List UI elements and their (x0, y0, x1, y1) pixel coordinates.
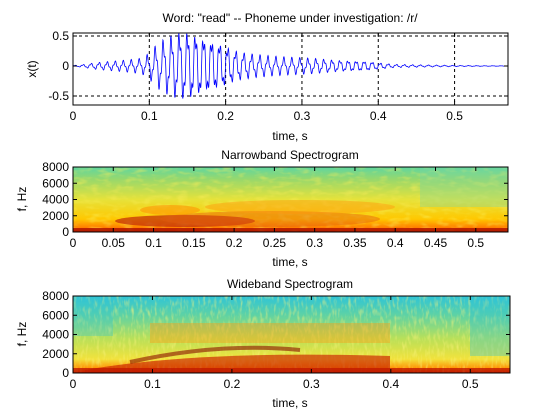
x-tick-label: 0.2 (217, 109, 234, 123)
x-tick-label: 0.2 (224, 377, 241, 391)
wideband-image (73, 296, 510, 373)
x-tick-label: 0.5 (446, 109, 463, 123)
narrowband-xlabel: time, s (272, 255, 307, 269)
wideband-panel: Wideband Spectrogram 0 0.1 0.2 0.3 0.4 0.5 0 2… (15, 277, 511, 410)
x-tick-label: 0.05 (102, 236, 126, 250)
narrowband-panel: Narrowband Spectrogram 0 0.05 0.1 0.15 0.2 0.… (15, 148, 509, 269)
x-tick-label: 0.4 (370, 109, 387, 123)
x-tick-label: 0.5 (467, 236, 484, 250)
y-tick-label: 6000 (42, 176, 69, 190)
waveform-title: Word: "read" -- Phoneme under investigat… (162, 11, 418, 25)
x-tick-label: 0 (70, 377, 77, 391)
narrowband-image (73, 167, 508, 232)
narrowband-ylabel: f, Hz (15, 187, 29, 212)
wideband-y-ticks: 0 2000 4000 6000 8000 (42, 289, 510, 380)
narrowband-y-ticks: 0 2000 4000 6000 8000 (42, 160, 508, 239)
y-tick-label: 0 (62, 59, 69, 73)
waveform-markers (73, 33, 508, 105)
x-tick-label: 0.3 (303, 377, 320, 391)
waveform-xlabel: time, s (272, 129, 307, 143)
x-tick-label: 0.15 (182, 236, 206, 250)
y-tick-label: -0.5 (48, 89, 69, 103)
waveform-line (73, 33, 508, 99)
x-tick-label: 0.45 (424, 236, 448, 250)
x-tick-label: 0.2 (226, 236, 243, 250)
y-tick-label: 6000 (42, 308, 69, 322)
y-tick-label: 2000 (42, 209, 69, 223)
y-tick-label: 4000 (42, 193, 69, 207)
wideband-xlabel: time, s (272, 396, 307, 410)
x-tick-label: 0.5 (462, 377, 479, 391)
waveform-y-ticks: 0.5 0 -0.5 (48, 29, 508, 103)
x-tick-label: 0 (70, 109, 77, 123)
x-tick-label: 0 (70, 236, 77, 250)
x-tick-label: 0.25 (263, 236, 287, 250)
y-tick-label: 8000 (42, 160, 69, 174)
y-tick-label: 0 (62, 225, 69, 239)
waveform-ylabel: x(t) (25, 60, 39, 77)
waveform-panel: Word: "read" -- Phoneme under investigat… (25, 11, 509, 143)
narrowband-x-ticks: 0 0.05 0.1 0.15 0.2 0.25 0.3 0.35 0.4 0.45 0.5 (70, 167, 484, 250)
wideband-title: Wideband Spectrogram (227, 277, 353, 291)
y-tick-label: 0 (62, 366, 69, 380)
narrowband-title: Narrowband Spectrogram (221, 148, 358, 162)
wideband-ylabel: f, Hz (15, 322, 29, 347)
x-tick-label: 0.4 (382, 377, 399, 391)
y-tick-label: 0.5 (52, 29, 69, 43)
y-tick-label: 4000 (42, 328, 69, 342)
x-tick-label: 0.4 (387, 236, 404, 250)
x-tick-label: 0.3 (294, 109, 311, 123)
x-tick-label: 0.35 (343, 236, 367, 250)
waveform-x-ticks: 0 0.1 0.2 0.3 0.4 0.5 (70, 33, 463, 123)
x-tick-label: 0.1 (144, 377, 161, 391)
y-tick-label: 2000 (42, 347, 69, 361)
y-tick-label: 8000 (42, 289, 69, 303)
wideband-x-ticks: 0 0.1 0.2 0.3 0.4 0.5 (70, 296, 479, 391)
x-tick-label: 0.3 (306, 236, 323, 250)
waveform-plot-area (72, 32, 509, 106)
x-tick-label: 0.1 (145, 236, 162, 250)
x-tick-label: 0.1 (141, 109, 158, 123)
